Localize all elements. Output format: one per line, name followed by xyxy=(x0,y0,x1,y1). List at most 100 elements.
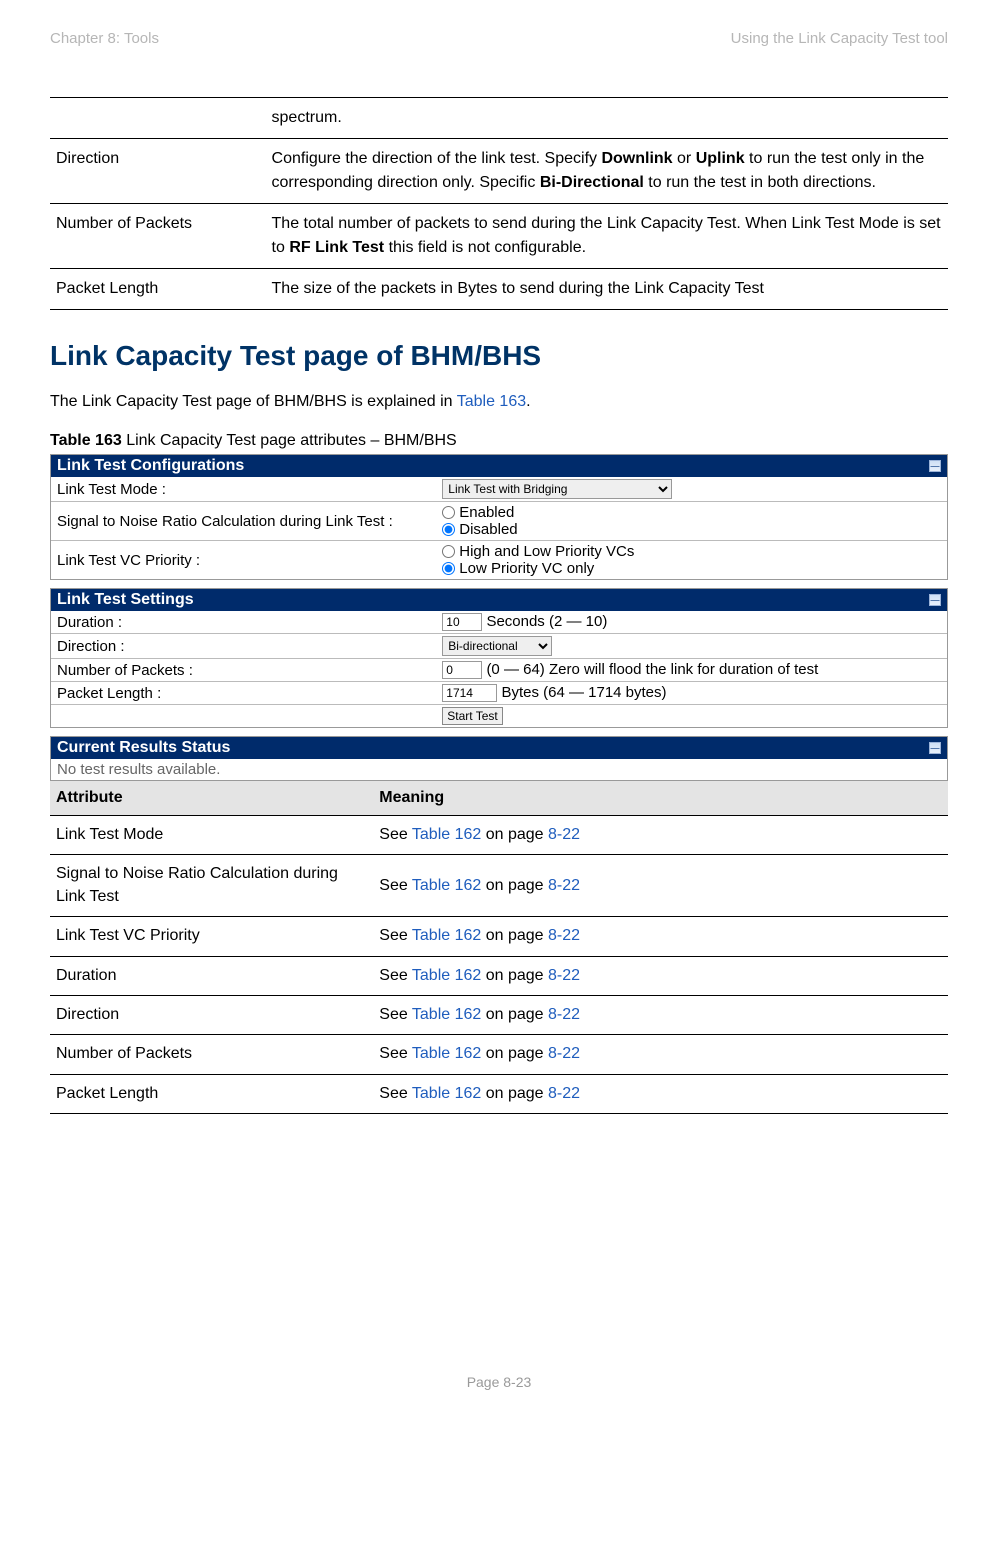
header-meaning: Meaning xyxy=(373,781,948,816)
direction-select[interactable]: Bi-directional xyxy=(442,636,552,656)
attr-cell: Link Test VC Priority xyxy=(50,917,373,956)
label-cell: Number of Packets : xyxy=(51,659,436,682)
header-right: Using the Link Capacity Test tool xyxy=(731,30,948,47)
table-row: spectrum. xyxy=(50,98,948,139)
table-162-link[interactable]: Table 162 xyxy=(412,877,481,894)
table-row: Packet Length The size of the packets in… xyxy=(50,269,948,310)
num-packets-input[interactable] xyxy=(442,661,482,679)
meaning-cell: The total number of packets to send duri… xyxy=(266,204,948,269)
meaning-cell: See Table 162 on page 8-22 xyxy=(373,816,948,855)
table-row: Number of Packets The total number of pa… xyxy=(50,204,948,269)
collapse-icon[interactable]: — xyxy=(929,594,941,606)
attr-cell: Number of Packets xyxy=(50,1035,373,1074)
table-row: Number of PacketsSee Table 162 on page 8… xyxy=(50,1035,948,1074)
duration-input[interactable] xyxy=(442,613,482,631)
results-body: No test results available. xyxy=(51,759,947,780)
attr-cell: Packet Length xyxy=(50,1074,373,1113)
meaning-cell: The size of the packets in Bytes to send… xyxy=(266,269,948,310)
page-8-22-link[interactable]: 8-22 xyxy=(548,1085,580,1102)
config-table: Link Test Mode : Link Test with Bridging… xyxy=(51,477,947,579)
table-row: Signal to Noise Ratio Calculation during… xyxy=(51,502,947,541)
label-cell: Packet Length : xyxy=(51,682,436,705)
page-8-22-link[interactable]: 8-22 xyxy=(548,927,580,944)
table-row: Number of Packets : (0 — 64) Zero will f… xyxy=(51,659,947,682)
attribute-meaning-table: Attribute Meaning Link Test ModeSee Tabl… xyxy=(50,781,948,1114)
table-row: Link Test ModeSee Table 162 on page 8-22 xyxy=(50,816,948,855)
table-row: DirectionSee Table 162 on page 8-22 xyxy=(50,995,948,1034)
section-heading: Link Capacity Test page of BHM/BHS xyxy=(50,340,948,372)
meaning-cell: spectrum. xyxy=(266,98,948,139)
table-row: Link Test VC Priority : High and Low Pri… xyxy=(51,541,947,580)
table-row: Link Test Mode : Link Test with Bridging xyxy=(51,477,947,502)
value-cell: Link Test with Bridging xyxy=(436,477,947,502)
table-162-link[interactable]: Table 162 xyxy=(412,967,481,984)
results-panel: Current Results Status — No test results… xyxy=(50,736,948,781)
page-8-22-link[interactable]: 8-22 xyxy=(548,877,580,894)
panel-header: Link Test Settings — xyxy=(51,589,947,611)
value-cell: (0 — 64) Zero will flood the link for du… xyxy=(436,659,947,682)
table-162-link[interactable]: Table 162 xyxy=(412,1045,481,1062)
attr-cell: Direction xyxy=(50,139,266,204)
attr-cell: Signal to Noise Ratio Calculation during… xyxy=(50,855,373,917)
label-cell: Direction : xyxy=(51,634,436,659)
table-row: Packet LengthSee Table 162 on page 8-22 xyxy=(50,1074,948,1113)
attr-cell: Link Test Mode xyxy=(50,816,373,855)
table-row: Signal to Noise Ratio Calculation during… xyxy=(50,855,948,917)
settings-table: Duration : Seconds (2 — 10) Direction : … xyxy=(51,611,947,727)
attr-cell xyxy=(50,98,266,139)
packet-length-input[interactable] xyxy=(442,684,497,702)
table-caption: Table 163 Link Capacity Test page attrib… xyxy=(50,432,948,450)
vc-low-radio[interactable] xyxy=(442,562,455,575)
value-cell: High and Low Priority VCs Low Priority V… xyxy=(436,541,947,580)
page-8-22-link[interactable]: 8-22 xyxy=(548,967,580,984)
table-row: Packet Length : Bytes (64 — 1714 bytes) xyxy=(51,682,947,705)
table-row: Direction Configure the direction of the… xyxy=(50,139,948,204)
meaning-cell: Configure the direction of the link test… xyxy=(266,139,948,204)
value-cell: Bi-directional xyxy=(436,634,947,659)
table-row: Start Test xyxy=(51,705,947,728)
header-left: Chapter 8: Tools xyxy=(50,30,159,47)
label-cell: Link Test VC Priority : xyxy=(51,541,436,580)
attr-cell: Direction xyxy=(50,995,373,1034)
table-163-link[interactable]: Table 163 xyxy=(457,393,526,410)
table-162-link[interactable]: Table 162 xyxy=(412,927,481,944)
vc-highlow-radio[interactable] xyxy=(442,545,455,558)
meaning-cell: See Table 162 on page 8-22 xyxy=(373,995,948,1034)
intro-paragraph: The Link Capacity Test page of BHM/BHS i… xyxy=(50,390,948,414)
table-row: Duration : Seconds (2 — 10) xyxy=(51,611,947,634)
attr-cell: Duration xyxy=(50,956,373,995)
table-header-row: Attribute Meaning xyxy=(50,781,948,816)
snr-enabled-radio[interactable] xyxy=(442,506,455,519)
table-162-link[interactable]: Table 162 xyxy=(412,1006,481,1023)
table-162-link[interactable]: Table 162 xyxy=(412,1085,481,1102)
meaning-cell: See Table 162 on page 8-22 xyxy=(373,855,948,917)
page-8-22-link[interactable]: 8-22 xyxy=(548,1006,580,1023)
label-cell: Duration : xyxy=(51,611,436,634)
top-attribute-table: spectrum. Direction Configure the direct… xyxy=(50,97,948,310)
value-cell: Start Test xyxy=(436,705,947,728)
meaning-cell: See Table 162 on page 8-22 xyxy=(373,1035,948,1074)
table-row: Direction : Bi-directional xyxy=(51,634,947,659)
value-cell: Enabled Disabled xyxy=(436,502,947,541)
collapse-icon[interactable]: — xyxy=(929,460,941,472)
panel-header: Link Test Configurations — xyxy=(51,455,947,477)
panel-header: Current Results Status — xyxy=(51,737,947,759)
value-cell: Seconds (2 — 10) xyxy=(436,611,947,634)
start-test-button[interactable]: Start Test xyxy=(442,707,502,725)
link-test-mode-select[interactable]: Link Test with Bridging xyxy=(442,479,672,499)
page-footer: Page 8-23 xyxy=(50,1374,948,1390)
settings-panel: Link Test Settings — Duration : Seconds … xyxy=(50,588,948,728)
page-header: Chapter 8: Tools Using the Link Capacity… xyxy=(50,30,948,47)
snr-disabled-radio[interactable] xyxy=(442,523,455,536)
page-8-22-link[interactable]: 8-22 xyxy=(548,1045,580,1062)
table-row: Link Test VC PrioritySee Table 162 on pa… xyxy=(50,917,948,956)
attr-cell: Number of Packets xyxy=(50,204,266,269)
label-cell: Link Test Mode : xyxy=(51,477,436,502)
table-162-link[interactable]: Table 162 xyxy=(412,826,481,843)
table-row: DurationSee Table 162 on page 8-22 xyxy=(50,956,948,995)
meaning-cell: See Table 162 on page 8-22 xyxy=(373,1074,948,1113)
page-8-22-link[interactable]: 8-22 xyxy=(548,826,580,843)
meaning-cell: See Table 162 on page 8-22 xyxy=(373,917,948,956)
collapse-icon[interactable]: — xyxy=(929,742,941,754)
attr-cell: Packet Length xyxy=(50,269,266,310)
